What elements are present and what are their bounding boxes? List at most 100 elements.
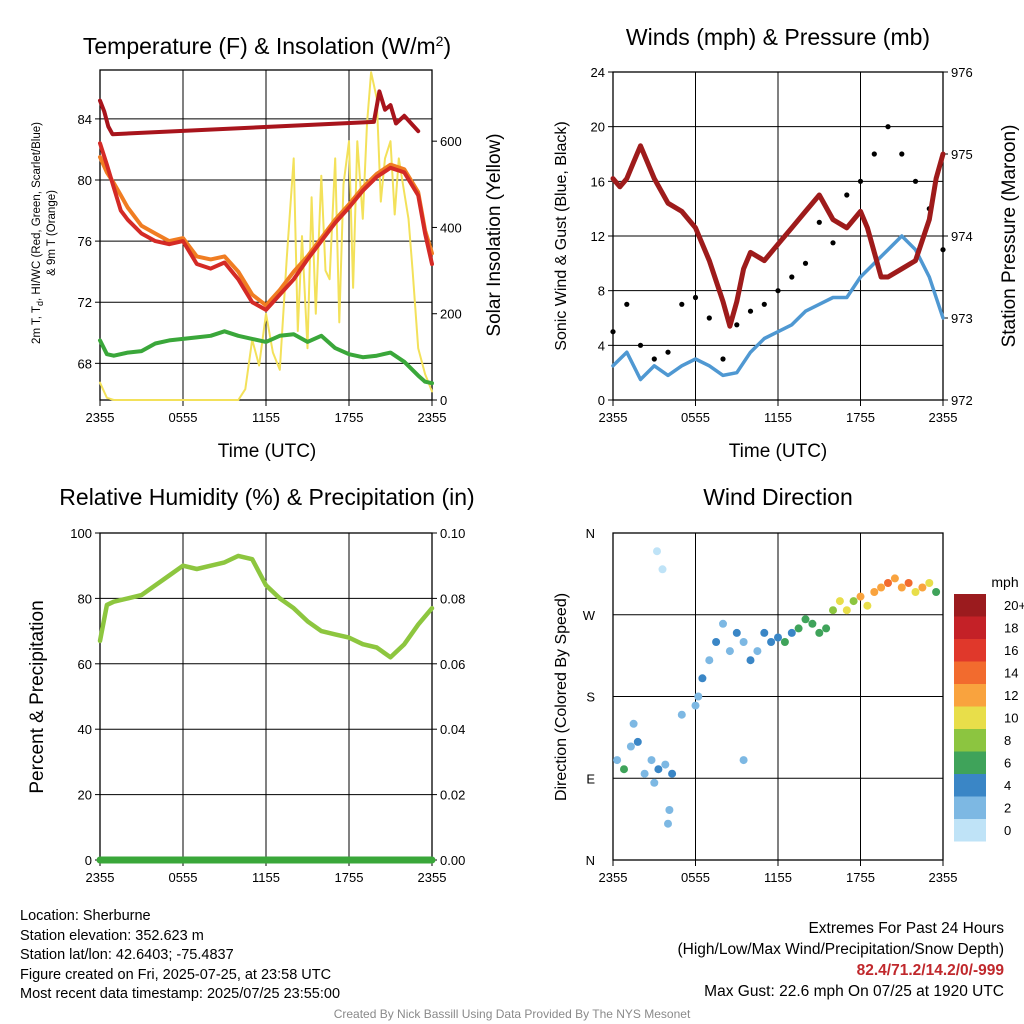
station-info: Location: Sherburne Station elevation: 3… <box>20 907 340 1005</box>
direction-point <box>705 656 714 665</box>
direction-point <box>665 806 674 814</box>
colorbar-swatch <box>954 751 986 774</box>
rh-y2tick-label: 0.00 <box>440 853 465 868</box>
direction-point <box>725 647 734 656</box>
temp-y2tick-label: 400 <box>440 220 462 235</box>
wind-y2tick-label: 973 <box>951 311 973 326</box>
gust-point <box>679 301 685 307</box>
gust-point <box>775 288 781 294</box>
wind-ylabel: Sonic Wind & Gust (Blue, Black) <box>553 121 570 350</box>
wind-ytick-label: 8 <box>598 284 605 299</box>
direction-point <box>842 606 851 615</box>
direction-point <box>774 633 782 642</box>
temp-ytick-label: 68 <box>78 356 92 371</box>
temp-ytick-label: 76 <box>78 234 92 249</box>
colorbar-label: 2 <box>1004 801 1011 816</box>
dir-xtick-label: 2355 <box>929 870 958 885</box>
direction-point <box>664 819 672 828</box>
pressure-ylabel: Station Pressure (Maroon) <box>999 125 1020 348</box>
extremes-box: Extremes For Past 24 Hours (High/Low/Max… <box>678 918 1005 1002</box>
direction-point <box>829 606 837 615</box>
colorbar-label: 10 <box>1004 711 1018 726</box>
wind-xlabel: Time (UTC) <box>729 441 828 462</box>
temp-xtick-label: 1755 <box>335 410 364 425</box>
rh-xtick-label: 1155 <box>252 870 280 885</box>
temp-y2tick-label: 600 <box>440 134 462 149</box>
direction-point <box>822 624 831 633</box>
temperature-panel: Temperature (F) & Insolation (W/m2) Time… <box>31 33 505 462</box>
temp-2m-line <box>98 141 434 312</box>
rh-y2tick-label: 0.08 <box>440 591 465 606</box>
direction-point <box>633 737 642 746</box>
gust-point <box>651 356 657 362</box>
wind-title: Winds (mph) & Pressure (mb) <box>626 24 930 50</box>
colorbar-label: 16 <box>1004 643 1018 658</box>
figure-created: Figure created on Fri, 2025-07-25, at 23… <box>20 966 332 983</box>
dewpoint-line <box>98 329 434 386</box>
direction-point <box>712 638 721 646</box>
direction-point <box>787 628 796 637</box>
gust-point <box>734 322 740 328</box>
direction-point <box>753 647 762 656</box>
direction-point <box>890 574 899 583</box>
colorbar-swatch <box>954 774 986 797</box>
colorbar-swatch <box>954 706 986 729</box>
colorbar-label: 4 <box>1004 778 1011 793</box>
gust-point <box>720 356 726 362</box>
gust-point <box>706 315 712 321</box>
gust-point <box>857 178 864 184</box>
dir-ytick-label: N <box>586 526 595 541</box>
direction-point <box>815 628 824 637</box>
direction-point <box>918 583 927 592</box>
colorbar-label: 8 <box>1004 733 1011 748</box>
direction-point <box>925 579 934 587</box>
temp-ytick-label: 84 <box>78 112 92 127</box>
direction-point <box>856 592 865 601</box>
temperature-xlabel: Time (UTC) <box>218 441 317 462</box>
wind-y2tick-label: 975 <box>951 147 973 162</box>
colorbar-label: 12 <box>1004 688 1018 703</box>
rh-ytick-label: 100 <box>70 526 92 541</box>
colorbar-label: 6 <box>1004 756 1011 771</box>
direction-point <box>653 547 661 556</box>
direction-point <box>650 778 659 787</box>
temp-axes: 2355 0555 1155 1755 2355 <box>86 69 447 425</box>
gust-point <box>871 151 877 157</box>
temp-ytick-label: 72 <box>78 295 92 310</box>
gust-point <box>830 240 836 246</box>
heat-index-line <box>98 89 421 137</box>
direction-point <box>629 719 638 728</box>
temp-9m-line <box>98 155 434 308</box>
colorbar-label: 0 <box>1004 823 1011 838</box>
station-pressure-line <box>610 143 946 329</box>
wind-xtick-label: 1755 <box>846 410 875 425</box>
temp-xtick-label: 2355 <box>418 410 447 425</box>
wind-xtick-label: 1155 <box>764 410 792 425</box>
direction-point <box>668 769 677 778</box>
direction-point <box>911 588 920 596</box>
direction-point <box>849 597 858 606</box>
direction-point <box>677 710 686 719</box>
wind-panel: Winds (mph) & Pressure (mb) Time (UTC) S… <box>553 24 1020 462</box>
rh-y2tick-label: 0.02 <box>440 788 465 803</box>
direction-point <box>658 565 667 574</box>
direction-point <box>870 588 879 596</box>
direction-point <box>932 588 941 596</box>
colorbar-swatch <box>954 819 986 842</box>
direction-point <box>877 583 886 592</box>
gust-point <box>816 219 822 225</box>
dir-ytick-label: S <box>586 690 595 705</box>
wind-ytick-label: 16 <box>591 174 605 189</box>
direction-point <box>808 619 817 628</box>
dir-ytick-label: N <box>586 853 595 868</box>
wind-ytick-label: 24 <box>591 65 605 80</box>
colorbar-swatch <box>954 594 986 617</box>
rh-xtick-label: 2355 <box>418 870 447 885</box>
humidity-title: Relative Humidity (%) & Precipitation (i… <box>59 484 474 510</box>
direction-title: Wind Direction <box>703 484 853 510</box>
temp-xtick-label: 0555 <box>169 410 198 425</box>
recent-timestamp: Most recent data timestamp: 2025/07/25 2… <box>20 986 341 1003</box>
colorbar-label: 14 <box>1004 666 1018 681</box>
extremes-title: Extremes For Past 24 Hours <box>808 920 1004 937</box>
